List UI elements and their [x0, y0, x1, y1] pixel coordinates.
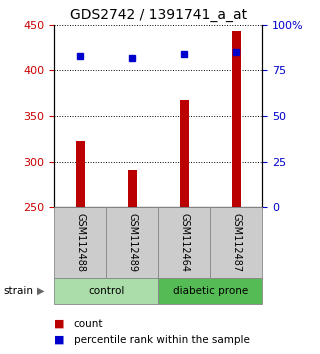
Text: control: control [88, 286, 124, 296]
Text: strain: strain [3, 286, 33, 296]
Bar [158, 207, 211, 278]
Text: GSM112464: GSM112464 [180, 213, 189, 272]
Bar [54, 207, 106, 278]
Text: ■: ■ [54, 335, 65, 345]
Text: diabetic prone: diabetic prone [173, 286, 248, 296]
Title: GDS2742 / 1391741_a_at: GDS2742 / 1391741_a_at [70, 8, 247, 22]
Text: ▶: ▶ [37, 286, 44, 296]
Bar [106, 207, 158, 278]
Text: GSM112489: GSM112489 [127, 213, 137, 272]
Text: percentile rank within the sample: percentile rank within the sample [74, 335, 250, 345]
Text: ■: ■ [54, 319, 65, 329]
Bar [180, 101, 189, 207]
Bar [54, 278, 158, 304]
Bar [158, 278, 262, 304]
Text: GSM112488: GSM112488 [76, 213, 85, 272]
Text: count: count [74, 319, 103, 329]
Bar [76, 142, 85, 207]
Bar [211, 207, 262, 278]
Bar [232, 31, 241, 207]
Bar [128, 170, 137, 207]
Text: GSM112487: GSM112487 [231, 213, 241, 272]
